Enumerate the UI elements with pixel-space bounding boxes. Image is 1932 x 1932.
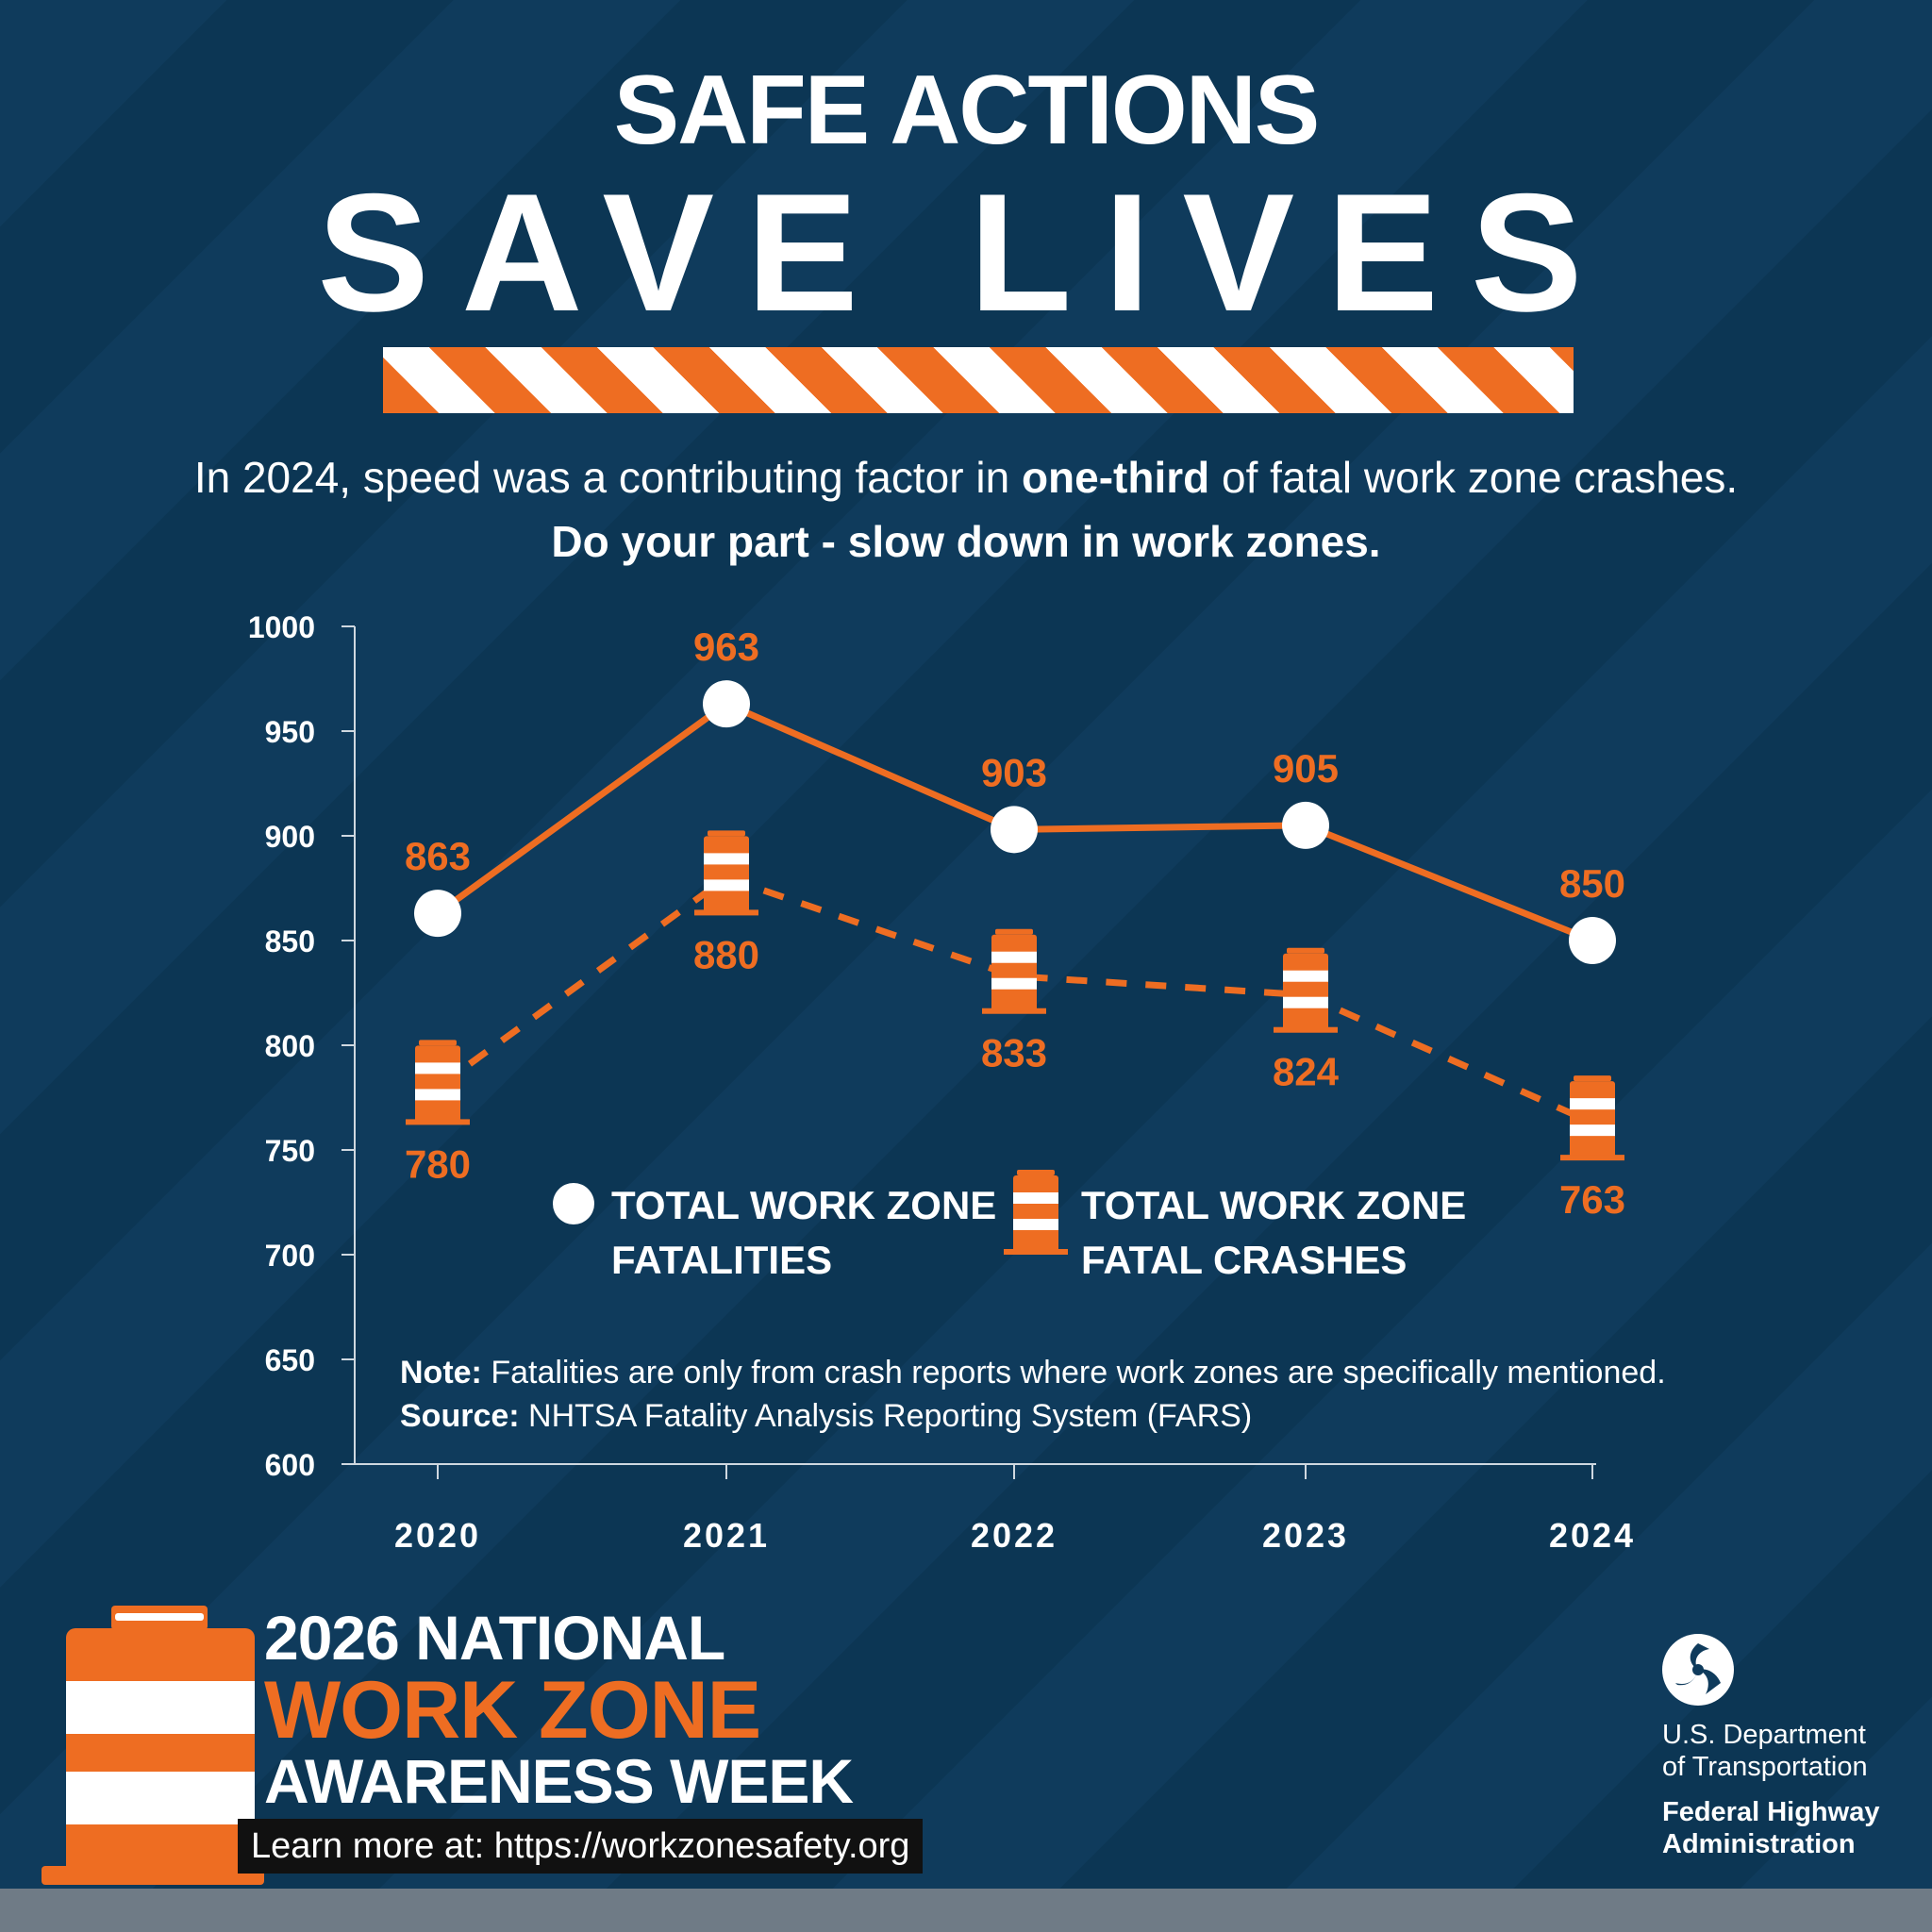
barrel-marker — [1274, 947, 1338, 1033]
dot-logo-icon — [1662, 1634, 1734, 1706]
fatalities-data-label: 963 — [693, 625, 759, 669]
fatalities-data-label: 903 — [981, 750, 1047, 794]
crashes-data-label: 780 — [405, 1141, 471, 1186]
barrel-marker — [1560, 1075, 1624, 1161]
note-text: Fatalities are only from crash reports w… — [481, 1355, 1666, 1391]
source-text: NHTSA Fatality Analysis Reporting System… — [519, 1398, 1253, 1434]
fatalities-point — [703, 680, 750, 728]
barrel-marker — [694, 830, 758, 916]
data-labels: 780 880 833 824 763 863 963 903 905 850 — [405, 625, 1625, 1222]
crashes-data-label: 824 — [1273, 1050, 1340, 1094]
x-tick-label: 2020 — [394, 1516, 481, 1555]
crashes-data-label: 833 — [981, 1031, 1047, 1075]
legend-fatalities-line1: TOTAL WORK ZONE — [611, 1183, 996, 1227]
footer-bar — [0, 1889, 1932, 1932]
chart-legend: TOTAL WORK ZONE FATALITIES TOTAL WORK ZO… — [553, 1170, 1466, 1282]
chart-note: Note: Fatalities are only from crash rep… — [400, 1351, 1666, 1438]
series-crashes-line — [435, 874, 1594, 1126]
dot-agency-name: U.S. Department of Transportation Federa… — [1662, 1719, 1879, 1860]
fatalities-point — [414, 890, 461, 938]
title-save-lives: SAVE LIVES — [317, 158, 1615, 346]
fatalities-point — [1282, 801, 1329, 849]
fatalities-point — [991, 806, 1038, 854]
campaign-line-2: WORK ZONE — [264, 1665, 761, 1756]
y-tick-label: 900 — [265, 820, 315, 854]
subtitle-text-before: In 2024, speed was a contributing factor… — [193, 453, 1022, 502]
crashes-data-label: 880 — [693, 932, 759, 976]
fatalities-point — [1569, 917, 1616, 964]
y-tick-label: 950 — [265, 715, 315, 749]
legend-crashes-line2: FATAL CRASHES — [1081, 1238, 1407, 1282]
x-tick-label: 2024 — [1549, 1516, 1636, 1555]
y-tick-label: 650 — [265, 1343, 315, 1377]
y-tick-label: 1000 — [248, 610, 315, 644]
x-tick-label: 2021 — [683, 1516, 770, 1555]
y-tick-label: 750 — [265, 1134, 315, 1168]
barrel-marker — [406, 1040, 470, 1125]
fhwa-line-2: Administration — [1662, 1829, 1856, 1859]
hazard-stripe-divider — [383, 347, 1574, 413]
subtitle-text-after: of fatal work zone crashes. — [1209, 453, 1739, 502]
title-safe-actions: SAFE ACTIONS — [613, 56, 1320, 165]
y-tick-label: 600 — [265, 1448, 315, 1482]
campaign-line-1: 2026 NATIONAL — [264, 1603, 725, 1673]
series-markers — [406, 680, 1624, 1161]
barrel-icon — [42, 1606, 264, 1885]
y-axis-ticks: 1000 950 900 850 800 750 700 650 600 — [248, 610, 355, 1482]
x-tick-label: 2022 — [971, 1516, 1058, 1555]
x-axis-ticks: 2020 2021 2022 2023 2024 — [394, 1464, 1636, 1555]
barrel-marker — [982, 928, 1046, 1014]
fatalities-data-label: 850 — [1559, 861, 1625, 906]
dot-line-1: U.S. Department — [1662, 1720, 1866, 1750]
note-line: Note: Fatalities are only from crash rep… — [400, 1351, 1666, 1394]
legend-fatalities-line2: FATALITIES — [611, 1238, 832, 1282]
legend-crashes-line1: TOTAL WORK ZONE — [1081, 1183, 1466, 1227]
source-label: Source: — [400, 1398, 520, 1434]
fatalities-data-label: 863 — [405, 834, 471, 878]
y-tick-label: 850 — [265, 924, 315, 958]
fhwa-line-1: Federal Highway — [1662, 1797, 1880, 1827]
fhwa-name: Federal Highway Administration — [1662, 1796, 1879, 1860]
note-label: Note: — [400, 1355, 482, 1391]
crashes-data-label: 763 — [1559, 1177, 1625, 1222]
subtitle-emphasis: one-third — [1021, 453, 1210, 502]
chart-axes — [354, 626, 1596, 1465]
subtitle-line-2: Do your part - slow down in work zones. — [551, 517, 1381, 566]
legend-fatalities-marker — [553, 1183, 594, 1224]
legend-crashes-barrel-icon — [1004, 1170, 1068, 1255]
fatalities-data-label: 905 — [1273, 746, 1339, 791]
subtitle-line-1: In 2024, speed was a contributing factor… — [0, 451, 1932, 504]
learn-more-link[interactable]: Learn more at: https://workzonesafety.or… — [238, 1819, 924, 1874]
y-tick-label: 700 — [265, 1239, 315, 1273]
dot-line-2: of Transportation — [1662, 1752, 1868, 1782]
y-tick-label: 800 — [265, 1029, 315, 1063]
campaign-line-3: AWARENESS WEEK — [264, 1746, 854, 1816]
x-tick-label: 2023 — [1262, 1516, 1349, 1555]
source-line: Source: NHTSA Fatality Analysis Reportin… — [400, 1394, 1666, 1438]
